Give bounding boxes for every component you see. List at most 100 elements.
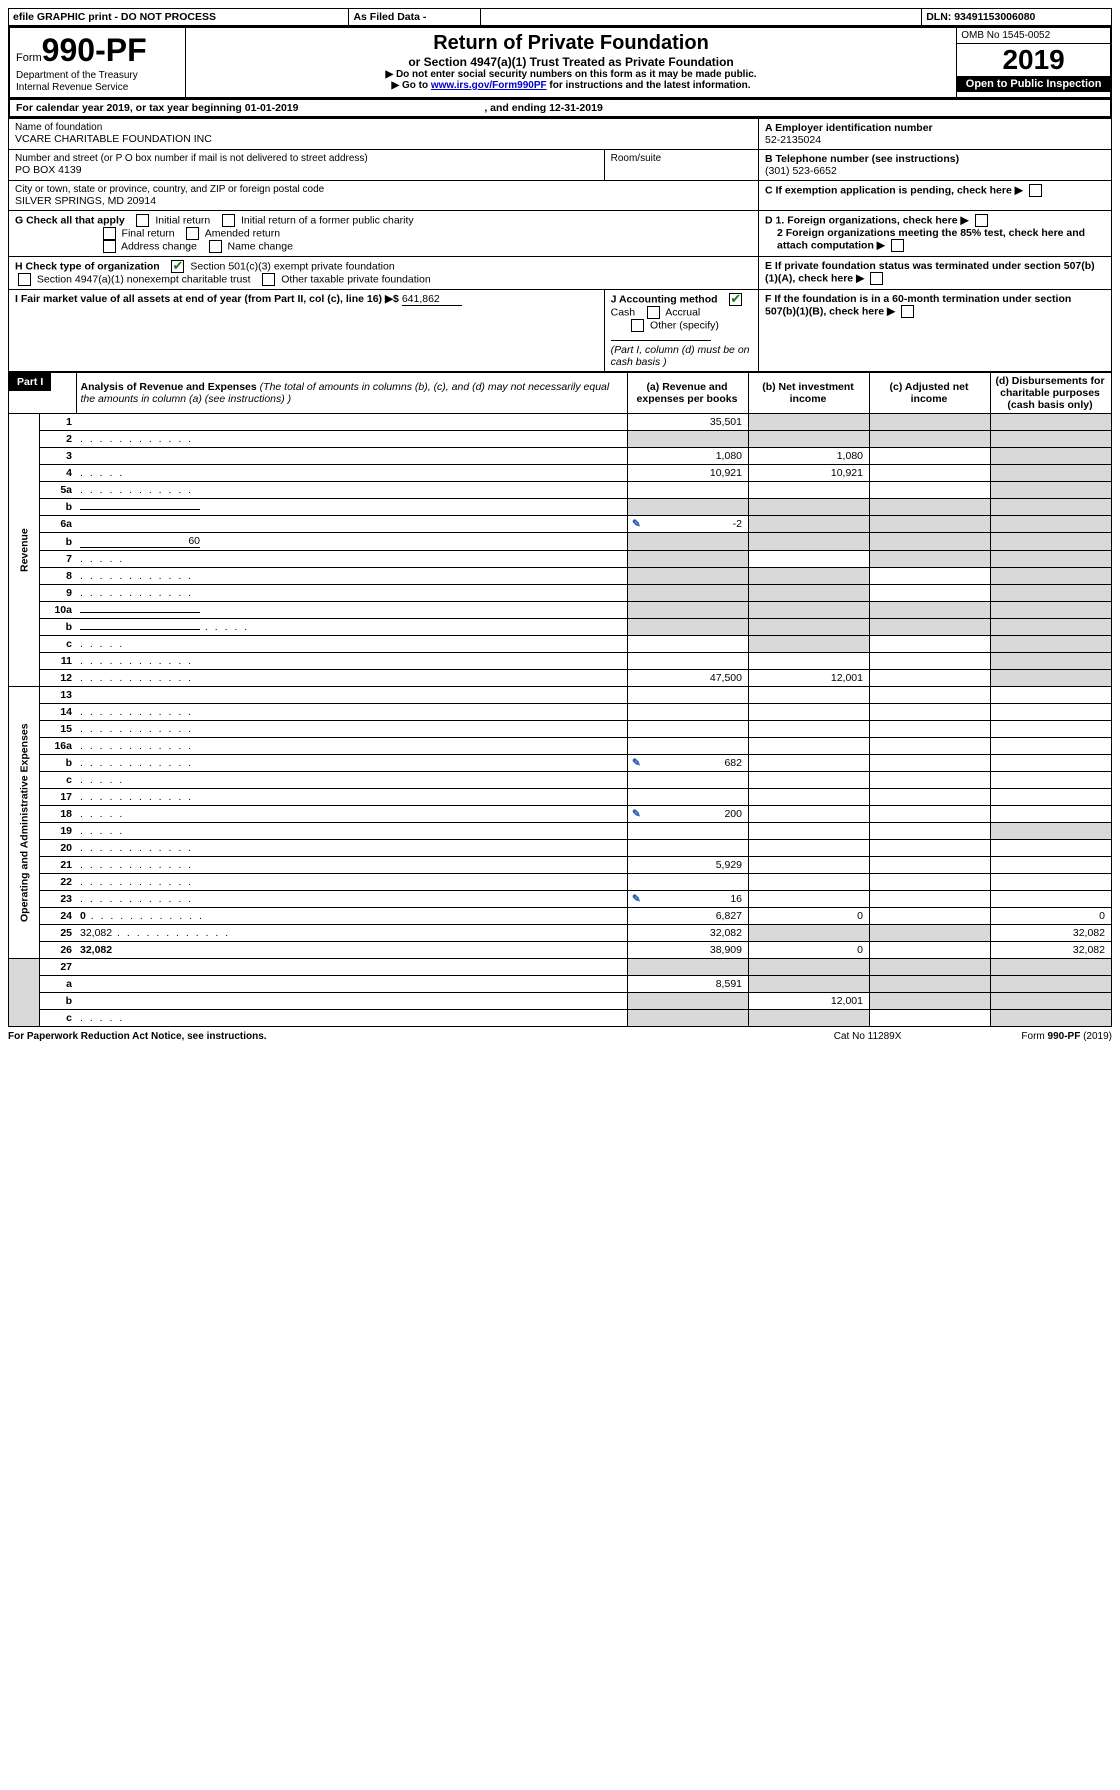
col-a-value bbox=[628, 568, 749, 585]
col-a-value bbox=[628, 721, 749, 738]
d2-checkbox[interactable] bbox=[891, 239, 904, 252]
line-description bbox=[76, 823, 628, 840]
line-description bbox=[76, 772, 628, 789]
col-c-value bbox=[870, 448, 991, 465]
j-other-checkbox[interactable] bbox=[631, 319, 644, 332]
line-number: 21 bbox=[40, 857, 77, 874]
phone-label: B Telephone number (see instructions) bbox=[765, 153, 1105, 165]
line-number: 24 bbox=[40, 908, 77, 925]
g-name-checkbox[interactable] bbox=[209, 240, 222, 253]
col-d-value bbox=[991, 465, 1112, 482]
attachment-icon[interactable]: ✎ bbox=[632, 808, 641, 820]
table-row: a8,591 bbox=[9, 976, 1112, 993]
line-number: 16a bbox=[40, 738, 77, 755]
g-address-checkbox[interactable] bbox=[103, 240, 116, 253]
col-d-value bbox=[991, 585, 1112, 602]
j-accrual-checkbox[interactable] bbox=[647, 306, 660, 319]
h-501c3-checkbox[interactable] bbox=[171, 260, 184, 273]
col-c-value bbox=[870, 704, 991, 721]
line-number: 17 bbox=[40, 789, 77, 806]
foundation-name: VCARE CHARITABLE FOUNDATION INC bbox=[15, 133, 752, 145]
col-c-header: (c) Adjusted net income bbox=[870, 373, 991, 414]
line-description: 32,082 bbox=[76, 942, 628, 959]
f-checkbox[interactable] bbox=[901, 305, 914, 318]
col-d-value bbox=[991, 1010, 1112, 1027]
table-row: b 60 bbox=[9, 533, 1112, 551]
col-a-value bbox=[628, 533, 749, 551]
line-description bbox=[76, 602, 628, 619]
e-checkbox[interactable] bbox=[870, 272, 883, 285]
line-description bbox=[76, 448, 628, 465]
col-a-value: 38,909 bbox=[628, 942, 749, 959]
col-c-value bbox=[870, 874, 991, 891]
col-b-value: 0 bbox=[749, 942, 870, 959]
calendar-year-line: For calendar year 2019, or tax year begi… bbox=[9, 100, 1111, 118]
col-a-value bbox=[628, 499, 749, 516]
g-amended-checkbox[interactable] bbox=[186, 227, 199, 240]
col-a-value: ✎-2 bbox=[628, 516, 749, 533]
col-d-value bbox=[991, 806, 1112, 823]
line-description: 32,082 bbox=[76, 925, 628, 942]
j-label: J Accounting method bbox=[611, 293, 718, 305]
col-b-value: 1,080 bbox=[749, 448, 870, 465]
col-c-value bbox=[870, 499, 991, 516]
form-subtitle: or Section 4947(a)(1) Trust Treated as P… bbox=[192, 55, 950, 69]
col-a-value bbox=[628, 1010, 749, 1027]
line-description bbox=[76, 568, 628, 585]
entity-info: Name of foundation VCARE CHARITABLE FOUN… bbox=[8, 118, 1112, 372]
attachment-icon[interactable]: ✎ bbox=[632, 757, 641, 769]
col-d-value bbox=[991, 976, 1112, 993]
table-row: b✎682 bbox=[9, 755, 1112, 772]
footer-left: For Paperwork Reduction Act Notice, see … bbox=[8, 1031, 267, 1042]
h-label: H Check type of organization bbox=[15, 260, 160, 272]
table-row: 215,929 bbox=[9, 857, 1112, 874]
top-bar: efile GRAPHIC print - DO NOT PROCESS As … bbox=[8, 8, 1112, 26]
line-description bbox=[76, 840, 628, 857]
irs-link[interactable]: www.irs.gov/Form990PF bbox=[431, 80, 547, 91]
col-b-value bbox=[749, 857, 870, 874]
col-c-value bbox=[870, 891, 991, 908]
col-a-value: 6,827 bbox=[628, 908, 749, 925]
g-initial-checkbox[interactable] bbox=[136, 214, 149, 227]
d1-checkbox[interactable] bbox=[975, 214, 988, 227]
i-label: I Fair market value of all assets at end… bbox=[15, 293, 399, 305]
table-row: 19 bbox=[9, 823, 1112, 840]
table-row: 2532,08232,08232,082 bbox=[9, 925, 1112, 942]
col-a-value bbox=[628, 874, 749, 891]
attachment-icon[interactable]: ✎ bbox=[632, 893, 641, 905]
h-other-checkbox[interactable] bbox=[262, 273, 275, 286]
attachment-icon[interactable]: ✎ bbox=[632, 518, 641, 530]
irs-label: Internal Revenue Service bbox=[16, 82, 128, 93]
line-description bbox=[76, 414, 628, 431]
col-b-value bbox=[749, 925, 870, 942]
table-row: 16a bbox=[9, 738, 1112, 755]
h-4947-checkbox[interactable] bbox=[18, 273, 31, 286]
table-row: b12,001 bbox=[9, 993, 1112, 1010]
table-row: 22 bbox=[9, 874, 1112, 891]
g-final-checkbox[interactable] bbox=[103, 227, 116, 240]
col-d-value bbox=[991, 687, 1112, 704]
form-header: Form990-PF Department of the Treasury In… bbox=[8, 26, 1112, 99]
col-d-value bbox=[991, 533, 1112, 551]
col-a-value bbox=[628, 431, 749, 448]
col-b-value: 12,001 bbox=[749, 993, 870, 1010]
g-former-checkbox[interactable] bbox=[222, 214, 235, 227]
col-c-value bbox=[870, 465, 991, 482]
efile-notice: efile GRAPHIC print - DO NOT PROCESS bbox=[9, 9, 349, 26]
line-number: 22 bbox=[40, 874, 77, 891]
col-d-value bbox=[991, 789, 1112, 806]
line-number: 14 bbox=[40, 704, 77, 721]
c-checkbox[interactable] bbox=[1029, 184, 1042, 197]
j-cash-checkbox[interactable] bbox=[729, 293, 742, 306]
table-row: 18✎200 bbox=[9, 806, 1112, 823]
col-a-value bbox=[628, 687, 749, 704]
col-c-value bbox=[870, 568, 991, 585]
col-c-value bbox=[870, 840, 991, 857]
col-d-value: 32,082 bbox=[991, 925, 1112, 942]
col-d-value bbox=[991, 636, 1112, 653]
line-number: c bbox=[40, 772, 77, 789]
goto-line: ▶ Go to www.irs.gov/Form990PF for instru… bbox=[192, 80, 950, 91]
table-row: c bbox=[9, 636, 1112, 653]
i-value: 641,862 bbox=[402, 293, 462, 306]
e-label: E If private foundation status was termi… bbox=[765, 260, 1095, 284]
